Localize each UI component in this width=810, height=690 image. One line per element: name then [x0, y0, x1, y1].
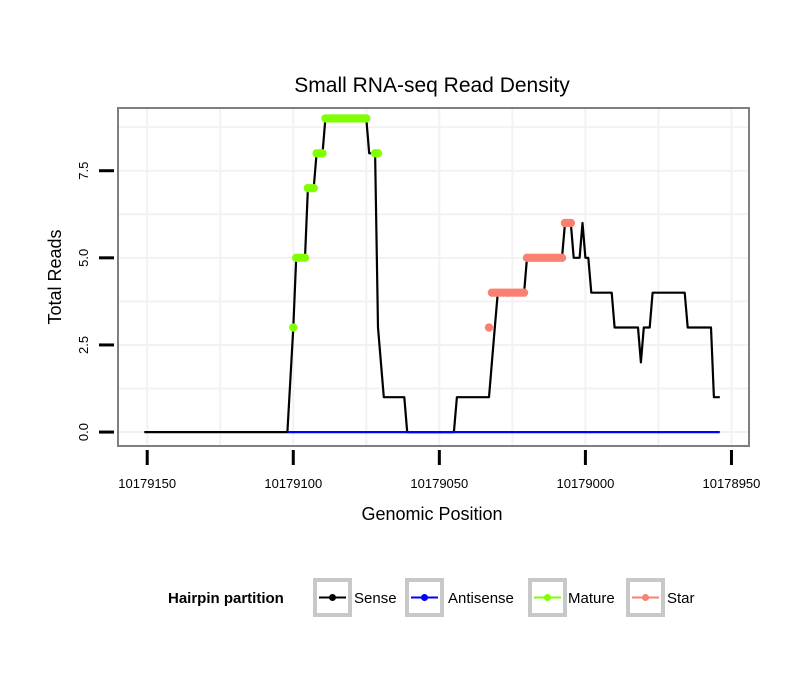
y-axis: 0.0 2.5 5.0 7.5 [76, 162, 114, 441]
legend-key-dot-sense [329, 594, 336, 601]
x-tick-label: 10178950 [703, 476, 761, 491]
legend-key-dot-star [642, 594, 649, 601]
mature-series-point [309, 183, 318, 193]
star-series-point [566, 218, 576, 228]
star-series-point [557, 253, 567, 263]
y-tick-label: 2.5 [76, 336, 91, 354]
mature-series-point [318, 149, 327, 158]
star-series-point [519, 288, 529, 297]
x-tick-label: 10179100 [264, 476, 322, 491]
mature-series-point [300, 253, 310, 263]
x-axis: 10179150 10179100 10179050 10179000 10178950 [118, 450, 760, 491]
mature-series-point [373, 149, 383, 158]
legend-label-star: Star [667, 590, 695, 607]
y-tick-label: 0.0 [76, 423, 91, 441]
legend-label-antisense: Antisense [448, 590, 514, 607]
legend-key-dot-mature [544, 594, 551, 601]
x-tick-label: 10179150 [118, 476, 176, 491]
x-axis-label: Genomic Position [361, 504, 502, 524]
mature-series-point [289, 323, 298, 332]
legend-label-mature: Mature [568, 590, 615, 607]
plot-background [118, 108, 749, 446]
legend: Hairpin partition Sense Antisense Mature St… [168, 578, 695, 617]
y-tick-label: 7.5 [76, 162, 91, 180]
y-tick-label: 5.0 [76, 249, 91, 267]
x-tick-label: 10179000 [556, 476, 614, 491]
legend-key-dot-antisense [421, 594, 428, 601]
series-points [289, 114, 576, 332]
x-tick-label: 10179050 [410, 476, 468, 491]
y-axis-label: Total Reads [45, 229, 65, 324]
grid-lines [118, 108, 749, 446]
legend-label-sense: Sense [354, 590, 397, 607]
star-series-point [484, 323, 494, 332]
legend-title: Hairpin partition [168, 590, 284, 607]
mature-series-point [362, 114, 371, 123]
plot-panel-border [117, 107, 750, 447]
chart-title: Small RNA-seq Read Density [294, 74, 570, 97]
